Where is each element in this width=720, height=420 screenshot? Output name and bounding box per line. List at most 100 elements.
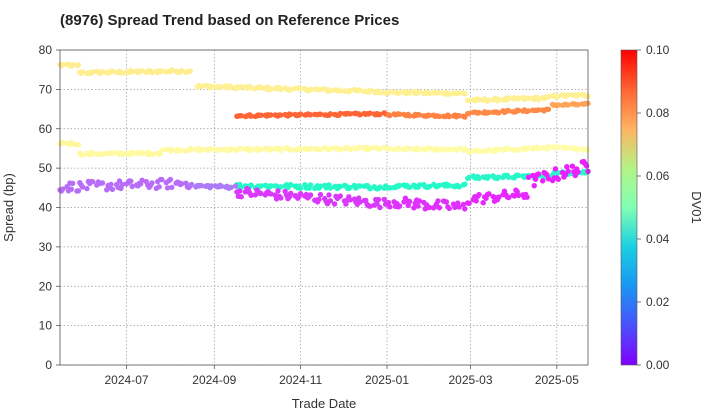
data-point bbox=[357, 183, 363, 189]
data-point bbox=[575, 92, 581, 98]
data-point bbox=[363, 197, 369, 204]
data-point bbox=[89, 179, 96, 185]
data-point bbox=[462, 91, 468, 97]
data-point bbox=[496, 194, 502, 200]
data-point bbox=[159, 176, 165, 183]
data-point bbox=[535, 171, 542, 177]
data-point bbox=[218, 146, 225, 153]
data-point bbox=[456, 204, 462, 210]
data-point bbox=[159, 147, 165, 153]
data-point bbox=[337, 88, 343, 94]
data-point bbox=[307, 112, 314, 118]
data-point bbox=[436, 147, 443, 153]
data-point bbox=[109, 150, 116, 156]
data-point bbox=[232, 183, 239, 189]
data-point bbox=[317, 183, 324, 189]
colorbar-ticks: 0.00 0.02 0.04 0.06 0.08 0.10 bbox=[637, 43, 670, 372]
data-point bbox=[436, 205, 443, 211]
data-point bbox=[375, 196, 382, 203]
data-point bbox=[555, 102, 561, 108]
data-point bbox=[387, 112, 393, 119]
data-point bbox=[288, 86, 294, 93]
data-point bbox=[462, 206, 468, 212]
data-point bbox=[367, 186, 373, 192]
data-point bbox=[129, 69, 135, 75]
data-point bbox=[525, 145, 532, 151]
data-point bbox=[515, 147, 522, 153]
data-point bbox=[476, 148, 482, 155]
data-point bbox=[179, 147, 185, 153]
x-axis-ticks: 2024-07 2024-09 2024-11 2025-01 2025-03 2025-… bbox=[105, 365, 579, 387]
data-point bbox=[108, 181, 114, 188]
data-point bbox=[268, 86, 274, 92]
data-point bbox=[506, 146, 512, 152]
data-point bbox=[327, 145, 334, 152]
data-point bbox=[416, 198, 423, 204]
data-point bbox=[486, 147, 492, 153]
data-point bbox=[525, 95, 532, 102]
data-point bbox=[552, 166, 559, 172]
y-tick-label: 40 bbox=[39, 201, 53, 215]
data-point bbox=[307, 146, 314, 152]
data-point bbox=[496, 97, 502, 103]
data-point bbox=[515, 172, 522, 179]
y-axis-label: Spread (bp) bbox=[1, 173, 16, 242]
data-point bbox=[486, 173, 492, 180]
data-point bbox=[446, 146, 452, 152]
data-point bbox=[288, 111, 294, 118]
data-point bbox=[248, 85, 254, 91]
data-point bbox=[506, 194, 512, 201]
data-point bbox=[397, 90, 403, 96]
data-point bbox=[347, 87, 353, 94]
data-point bbox=[555, 93, 561, 100]
data-point bbox=[331, 201, 338, 207]
data-point bbox=[456, 145, 462, 151]
data-point bbox=[486, 109, 492, 116]
data-point bbox=[575, 169, 581, 175]
data-point bbox=[297, 146, 304, 153]
data-point bbox=[377, 90, 383, 96]
data-point bbox=[79, 184, 86, 190]
data-point bbox=[337, 183, 343, 190]
data-point bbox=[208, 183, 215, 189]
data-point bbox=[248, 182, 254, 188]
data-point bbox=[575, 102, 581, 108]
data-point bbox=[258, 85, 264, 91]
data-point bbox=[297, 111, 304, 117]
data-point bbox=[99, 180, 106, 186]
data-point bbox=[565, 92, 571, 98]
data-point bbox=[506, 174, 512, 180]
data-point bbox=[406, 146, 413, 152]
data-point bbox=[511, 193, 518, 199]
colorbar-label: DV01 bbox=[689, 191, 704, 224]
data-point bbox=[456, 113, 462, 119]
data-point bbox=[496, 110, 502, 116]
data-point bbox=[169, 146, 175, 152]
data-point bbox=[555, 176, 561, 182]
data-point bbox=[307, 182, 314, 188]
data-point bbox=[327, 111, 334, 117]
data-point bbox=[466, 149, 472, 156]
data-point bbox=[268, 147, 274, 153]
data-point bbox=[188, 181, 195, 188]
data-point bbox=[387, 204, 393, 210]
data-point bbox=[109, 68, 116, 74]
data-point bbox=[297, 191, 304, 197]
x-tick-label: 2025-01 bbox=[365, 373, 409, 387]
data-point bbox=[70, 180, 76, 186]
data-point bbox=[228, 146, 234, 152]
data-point bbox=[187, 68, 193, 74]
data-point bbox=[446, 113, 452, 120]
data-point bbox=[60, 62, 66, 68]
data-point bbox=[238, 146, 244, 152]
data-point bbox=[357, 112, 363, 118]
data-point bbox=[476, 175, 482, 181]
data-point bbox=[307, 86, 314, 93]
data-point bbox=[377, 146, 383, 152]
data-point bbox=[75, 141, 82, 148]
data-point bbox=[159, 68, 165, 74]
data-point bbox=[436, 113, 443, 120]
data-point bbox=[480, 200, 486, 206]
data-point bbox=[466, 200, 472, 206]
data-point bbox=[446, 182, 452, 189]
